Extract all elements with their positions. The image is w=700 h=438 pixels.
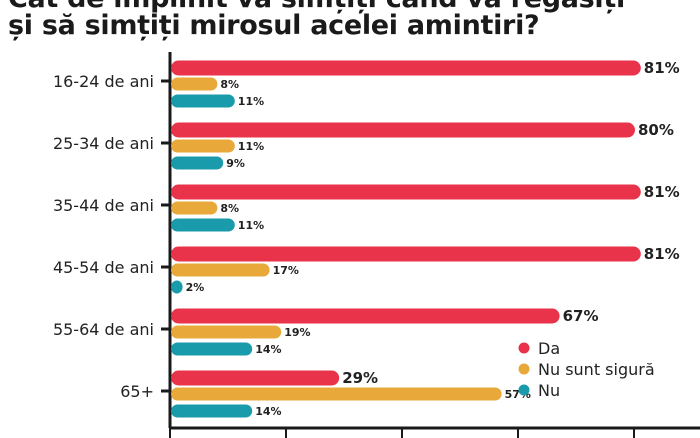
- category-label: 55-64 de ani: [53, 320, 154, 339]
- bar-da: [171, 308, 560, 324]
- bar-nu: [171, 94, 235, 108]
- bar-nu: [171, 156, 224, 170]
- data-label: 9%: [226, 157, 245, 170]
- bar-nu: [171, 280, 183, 294]
- bar-nu-sunt-sigură: [171, 77, 218, 91]
- bar-da: [171, 184, 641, 200]
- category-label: 16-24 de ani: [53, 72, 154, 91]
- bar-nu-sunt-sigură: [171, 263, 270, 277]
- bar-da: [171, 122, 635, 138]
- data-label: 17%: [273, 264, 299, 277]
- category-label: 65+: [120, 382, 154, 401]
- data-label: 14%: [255, 405, 281, 418]
- category-label: 45-54 de ani: [53, 258, 154, 277]
- bar-nu: [171, 342, 253, 356]
- data-label: 8%: [220, 78, 239, 91]
- category-label: 35-44 de ani: [53, 196, 154, 215]
- data-label: 81%: [644, 245, 680, 263]
- data-label: 11%: [238, 95, 264, 108]
- data-label: 81%: [644, 183, 680, 201]
- data-label: 14%: [255, 343, 281, 356]
- legend-label: Da: [538, 339, 560, 358]
- bar-nu: [171, 218, 235, 232]
- data-label: 19%: [284, 326, 310, 339]
- data-label: 80%: [638, 121, 674, 139]
- bar-nu-sunt-sigură: [171, 139, 235, 153]
- data-label: 67%: [563, 307, 599, 325]
- bar-da: [171, 246, 641, 262]
- data-label: 8%: [220, 202, 239, 215]
- bar-da: [171, 370, 340, 386]
- legend-swatch: [518, 342, 530, 354]
- legend-swatch: [518, 363, 530, 375]
- legend-label: Nu: [538, 381, 560, 400]
- data-label: 29%: [342, 369, 378, 387]
- data-label: 2%: [186, 281, 205, 294]
- bar-nu: [171, 404, 253, 418]
- bar-nu-sunt-sigură: [171, 201, 218, 215]
- category-label: 25-34 de ani: [53, 134, 154, 153]
- bar-nu-sunt-sigură: [171, 325, 282, 339]
- legend-swatch: [518, 384, 530, 396]
- data-label: 81%: [644, 59, 680, 77]
- legend-label: Nu sunt sigură: [538, 360, 655, 379]
- data-label: 11%: [238, 140, 264, 153]
- bar-nu-sunt-sigură: [171, 387, 502, 401]
- bar-da: [171, 60, 641, 76]
- chart-title-line-1: Cât de împlinit vă simțiți când vă regăs…: [8, 0, 625, 14]
- chart-title-line-2: și să simțiți mirosul acelei amintiri?: [8, 10, 540, 41]
- data-label: 11%: [238, 219, 264, 232]
